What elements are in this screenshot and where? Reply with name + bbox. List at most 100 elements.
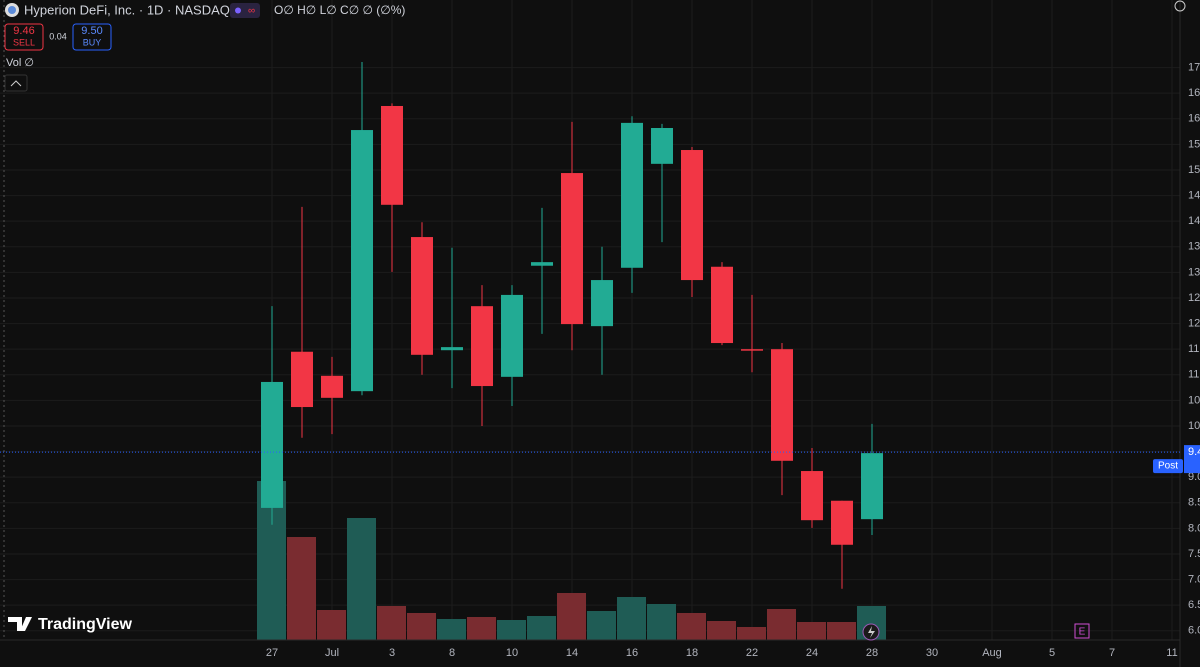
sell-label: SELL [13,37,35,47]
volume-bar [737,627,766,640]
buy-price: 9.50 [81,25,102,37]
x-tick-label: 5 [1049,647,1055,659]
volume-bar [527,616,556,640]
volume-bar [407,613,436,640]
candle-body [711,266,733,344]
brand-name: TradingView [38,616,133,633]
toggle-icon: ∞ [248,6,255,17]
y-tick-label: 12.00 [1188,317,1200,329]
volume-bar [617,597,646,640]
ohlc-legend: O∅ H∅ L∅ C∅ ∅ (∅%) [274,3,405,17]
y-tick-label: 9.00 [1188,471,1200,483]
y-tick-label: 10.00 [1188,420,1200,432]
volume-bar [677,613,706,640]
candle-body [321,375,343,398]
post-badge-label: Post [1158,461,1178,472]
y-tick-label: 7.00 [1188,573,1200,585]
y-tick-label: 13.50 [1188,241,1200,253]
x-tick-label: 14 [566,647,578,659]
volume-bar [287,537,316,640]
x-tick-label: 16 [626,647,638,659]
candle-body [741,349,763,351]
axes: 6.006.507.007.508.008.509.009.5010.0010.… [0,61,1200,659]
candle-body [441,347,463,351]
candle-body [831,500,853,545]
y-tick-label: 14.50 [1188,189,1200,201]
brand-logo [8,617,32,631]
x-tick-label: 27 [266,647,278,659]
x-tick-label: 7 [1109,647,1115,659]
candle-body [411,237,433,355]
sell-price: 9.46 [13,25,34,37]
volume-bar [557,593,586,640]
x-tick-label: 10 [506,647,518,659]
volume-bar [827,622,856,640]
spread: 0.04 [49,31,67,41]
volume-bar [647,604,676,640]
y-tick-label: 12.50 [1188,292,1200,304]
earnings-marker[interactable] [1074,623,1090,639]
post-badge [1153,459,1183,474]
candle-body [261,381,283,508]
x-tick-label: 8 [449,647,455,659]
grid [0,0,1180,640]
buy-label: BUY [83,37,102,47]
y-tick-label: 7.50 [1188,548,1200,560]
x-tick-label: 18 [686,647,698,659]
candles [261,61,883,589]
toggle-dot [235,7,241,14]
candle-body [381,105,403,205]
volume-bar [587,611,616,640]
y-tick-label: 6.00 [1188,625,1200,637]
symbol-title[interactable]: Hyperion DeFi, Inc. · 1D · NASDAQ [24,2,230,17]
volume-bar [797,622,826,640]
volume-bar [497,620,526,640]
post-price-label: 9.49 [1188,446,1200,458]
x-tick-label: 24 [806,647,818,659]
volume-bar [437,619,466,640]
collapse-icon [10,80,22,87]
candle-body [561,173,583,325]
volume-bar [767,609,796,640]
volume-legend: Vol ∅ [6,57,34,69]
volume-bar [707,621,736,640]
marker-icon [868,626,875,638]
x-tick-label: 11 [1166,647,1177,659]
y-tick-label: 13.00 [1188,266,1200,278]
collapse-button[interactable] [4,74,28,92]
eye-toggle[interactable] [230,3,260,18]
x-tick-label: Aug [982,647,1002,659]
candle-body [681,150,703,281]
y-tick-label: 11.50 [1188,343,1200,355]
y-tick-label: 6.50 [1188,599,1200,611]
candle-body [621,122,643,268]
x-tick-label: 3 [389,647,395,659]
candle-body [291,351,313,408]
y-tick-label: 14.00 [1188,215,1200,227]
buy-button[interactable] [72,23,112,51]
candle-body [651,128,673,164]
y-tick-label: 16.00 [1188,113,1200,125]
x-tick-label: 22 [746,647,758,659]
volume-bar [377,606,406,640]
y-tick-label: 8.50 [1188,497,1200,509]
candle-body [531,262,553,266]
search-icon[interactable] [1174,0,1186,12]
x-tick-label: 28 [866,647,878,659]
candle-body [801,471,823,521]
y-tick-label: 10.50 [1188,394,1200,406]
candle-body [591,280,613,327]
earnings-letter: E [1079,627,1086,638]
x-tick-label: Jul [325,647,339,659]
candle-body [501,294,523,377]
volume-bar [317,610,346,640]
volume-bar [347,518,376,640]
y-tick-label: 15.50 [1188,138,1200,150]
candle-body [351,130,373,392]
sell-button[interactable] [4,23,44,51]
post-price-badge [1184,445,1200,474]
y-tick-label: 17.00 [1188,61,1200,73]
candle-body [861,453,883,520]
